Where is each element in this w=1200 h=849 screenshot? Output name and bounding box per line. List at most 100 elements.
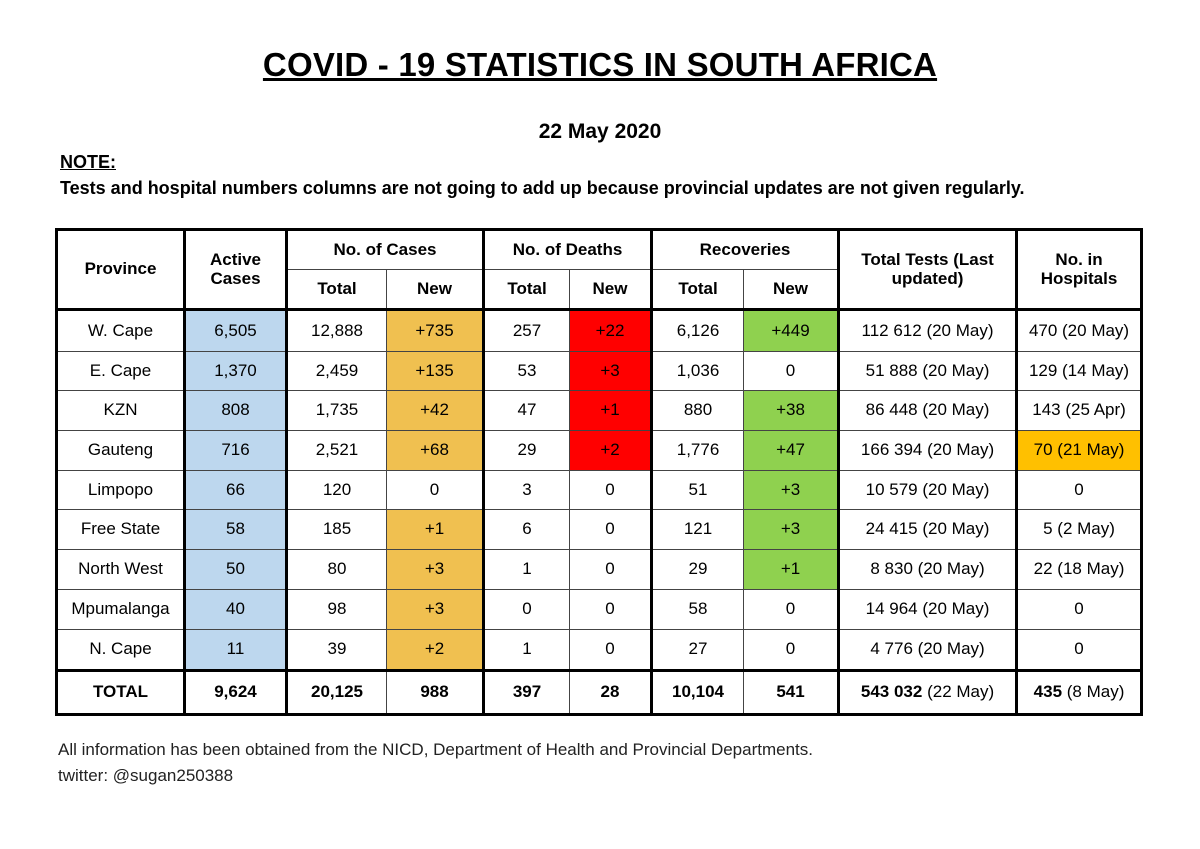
cases-new-cell: +1: [385, 509, 486, 551]
deaths-total-cell: 53: [483, 350, 571, 392]
hospitals-cell: 0: [1016, 469, 1143, 511]
deaths-new-cell: 0: [569, 588, 654, 630]
cases-total-cell: 2,521: [286, 430, 387, 471]
recoveries-new-cell: +1: [743, 549, 841, 590]
table-row: N. Cape 11 39 +2 1 0 27 0 4 776 (20 May) 0: [56, 628, 1143, 672]
totals-row: TOTAL 9,624 20,125 988 397 28 10,104 541 543 032…: [56, 669, 1143, 715]
header-active-cases: Active Cases: [184, 229, 288, 311]
total-tests-cell: 112 612 (20 May): [838, 309, 1019, 352]
footer-sources: All information has been obtained from t…: [58, 740, 813, 759]
totals-cases-total: 20,125: [286, 669, 387, 715]
cases-new-cell: +735: [385, 309, 486, 352]
recoveries-total-cell: 51: [651, 469, 745, 511]
header-recoveries-total: Total: [651, 269, 745, 311]
recoveries-total-cell: 121: [651, 509, 745, 551]
province-cell: KZN: [56, 390, 186, 432]
deaths-total-cell: 257: [483, 309, 571, 352]
deaths-total-cell: 29: [483, 430, 571, 471]
header-active-label: Active Cases: [209, 249, 262, 288]
hospitals-cell: 22 (18 May): [1016, 549, 1143, 590]
recoveries-new-cell: +3: [743, 509, 841, 551]
cases-new-cell: +135: [385, 350, 486, 392]
cases-total-cell: 39: [286, 628, 387, 672]
table-row: Free State 58 185 +1 6 0 121 +3 24 415 (20 May) 5…: [56, 509, 1143, 551]
totals-hospitals-date: (8 May): [1066, 682, 1125, 702]
deaths-total-cell: 6: [483, 509, 571, 551]
total-tests-cell: 166 394 (20 May): [838, 430, 1019, 471]
cases-total-cell: 98: [286, 588, 387, 630]
recoveries-new-cell: +3: [743, 469, 841, 511]
deaths-new-cell: +2: [569, 430, 654, 471]
total-tests-cell: 24 415 (20 May): [838, 509, 1019, 551]
totals-tests-date: (22 May): [927, 682, 995, 702]
totals-deaths-total: 397: [483, 669, 571, 715]
header-deaths-total: Total: [483, 269, 571, 311]
deaths-total-cell: 3: [483, 469, 571, 511]
header-cases-new: New: [385, 269, 486, 311]
table-row: W. Cape 6,505 12,888 +735 257 +22 6,126 +449 112…: [56, 309, 1143, 352]
page-title: COVID - 19 STATISTICS IN SOUTH AFRICA: [262, 46, 938, 83]
recoveries-total-cell: 1,776: [651, 430, 745, 471]
cases-total-cell: 2,459: [286, 350, 387, 392]
totals-cases-new: 988: [385, 669, 486, 715]
header-total-tests: Total Tests (Last updated): [838, 229, 1019, 311]
deaths-new-cell: 0: [569, 549, 654, 590]
active-cases-cell: 40: [184, 588, 288, 630]
deaths-new-cell: +3: [569, 350, 654, 392]
active-cases-cell: 808: [184, 390, 288, 432]
hospitals-cell: 129 (14 May): [1016, 350, 1143, 392]
cases-new-cell: 0: [385, 469, 486, 511]
recoveries-total-cell: 1,036: [651, 350, 745, 392]
cases-new-cell: +3: [385, 588, 486, 630]
totals-recoveries-new: 541: [743, 669, 841, 715]
totals-active: 9,624: [184, 669, 288, 715]
header-cases-total: Total: [286, 269, 387, 311]
recoveries-total-cell: 27: [651, 628, 745, 672]
province-cell: Mpumalanga: [56, 588, 186, 630]
hospitals-cell: 0: [1016, 588, 1143, 630]
cases-new-cell: +2: [385, 628, 486, 672]
note-label: NOTE:: [60, 152, 116, 172]
deaths-total-cell: 47: [483, 390, 571, 432]
header-deaths-new: New: [569, 269, 654, 311]
deaths-new-cell: 0: [569, 509, 654, 551]
recoveries-new-cell: +38: [743, 390, 841, 432]
active-cases-cell: 66: [184, 469, 288, 511]
totals-tests-value: 543 032: [860, 682, 923, 702]
total-tests-cell: 86 448 (20 May): [838, 390, 1019, 432]
hospitals-cell: 70 (21 May): [1016, 430, 1143, 471]
deaths-total-cell: 1: [483, 628, 571, 672]
cases-total-cell: 1,735: [286, 390, 387, 432]
cases-total-cell: 12,888: [286, 309, 387, 352]
cases-total-cell: 80: [286, 549, 387, 590]
hospitals-cell: 5 (2 May): [1016, 509, 1143, 551]
province-cell: Gauteng: [56, 430, 186, 471]
total-tests-cell: 4 776 (20 May): [838, 628, 1019, 672]
total-tests-cell: 14 964 (20 May): [838, 588, 1019, 630]
header-cases: No. of Cases: [285, 229, 486, 270]
note-text: Tests and hospital numbers columns are n…: [60, 178, 1025, 198]
header-recoveries-new: New: [743, 269, 841, 311]
cases-new-cell: +42: [385, 390, 486, 432]
active-cases-cell: 716: [184, 430, 288, 471]
header-deaths: No. of Deaths: [483, 229, 654, 270]
province-cell: Free State: [56, 509, 186, 551]
province-cell: N. Cape: [56, 628, 186, 672]
recoveries-new-cell: +449: [743, 309, 841, 352]
hospitals-cell: 143 (25 Apr): [1016, 390, 1143, 432]
table-row: Gauteng 716 2,521 +68 29 +2 1,776 +47 166 394 (2…: [56, 430, 1143, 471]
totals-hospitals-value: 435: [1033, 682, 1063, 702]
statistics-table: Province Active Cases No. of Cases No. o…: [55, 228, 1144, 716]
recoveries-new-cell: 0: [743, 350, 841, 392]
cases-new-cell: +3: [385, 549, 486, 590]
report-date: 22 May 2020: [538, 120, 662, 143]
recoveries-total-cell: 58: [651, 588, 745, 630]
header-province: Province: [56, 229, 186, 311]
deaths-total-cell: 1: [483, 549, 571, 590]
active-cases-cell: 50: [184, 549, 288, 590]
cases-new-cell: +68: [385, 430, 486, 471]
table-body: W. Cape 6,505 12,888 +735 257 +22 6,126 +449 112…: [56, 309, 1143, 715]
total-tests-cell: 8 830 (20 May): [838, 549, 1019, 590]
deaths-new-cell: 0: [569, 469, 654, 511]
active-cases-cell: 11: [184, 628, 288, 672]
